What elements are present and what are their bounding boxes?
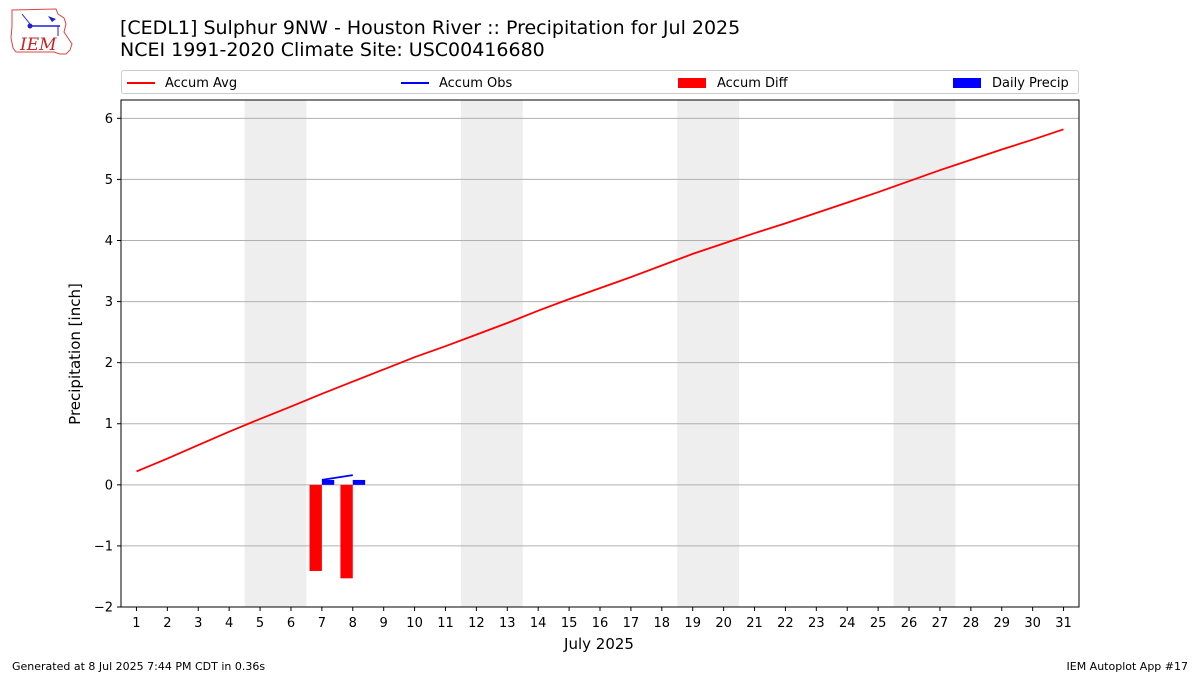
x-tick-label-4: 4 [225, 616, 233, 631]
x-tick-label-5: 5 [256, 616, 264, 631]
daily-precip-bar-8 [352, 479, 366, 485]
daily-precip-bar-7 [321, 479, 335, 485]
y-tick-label-2: 2 [105, 356, 113, 371]
y-axis: −2 −1 0 1 2 3 4 5 6 [94, 112, 121, 616]
legend-accum-diff-swatch [678, 78, 706, 88]
title-line-2: NCEI 1991-2020 Climate Site: USC00416680 [120, 39, 545, 61]
weekend-band-3 [893, 100, 956, 607]
accum-diff-bar-8 [340, 484, 353, 579]
weekend-bands [244, 100, 956, 607]
legend-accum-diff: Accum Diff [678, 74, 788, 92]
accum-avg-line [136, 128, 1064, 473]
logo-text: IEM [19, 35, 57, 55]
legend-accum-obs-swatch [401, 82, 429, 84]
legend-daily-precip: Daily Precip [953, 74, 1069, 92]
x-tick-label-21: 21 [746, 616, 763, 631]
x-tick-label-6: 6 [287, 616, 295, 631]
legend-accum-avg-label: Accum Avg [165, 75, 238, 91]
legend-daily-precip-label: Daily Precip [992, 75, 1069, 91]
x-tick-label-26: 26 [901, 616, 918, 631]
legend-daily-precip-swatch [953, 78, 981, 88]
weekend-band-1 [460, 100, 523, 607]
x-tick-label-1: 1 [132, 616, 140, 631]
x-tick-label-20: 20 [715, 616, 732, 631]
x-tick-label-2: 2 [163, 616, 171, 631]
series-lines [136, 128, 1064, 481]
x-tick-label-27: 27 [932, 616, 949, 631]
legend-accum-obs-label: Accum Obs [439, 75, 513, 91]
legend-accum-obs: Accum Obs [401, 74, 512, 92]
legend-accum-diff-label: Accum Diff [717, 75, 788, 91]
x-tick-label-29: 29 [993, 616, 1010, 631]
footer-app: IEM Autoplot App #17 [1066, 660, 1189, 673]
x-tick-label-28: 28 [963, 616, 980, 631]
x-tick-label-19: 19 [684, 616, 701, 631]
y-axis-label: Precipitation [inch] [66, 283, 84, 425]
weekend-band-2 [677, 100, 740, 607]
weekend-band-0 [244, 100, 307, 607]
x-tick-label-15: 15 [561, 616, 578, 631]
x-axis: 1 2 3 4 5 6 7 8 9 10 11 12 13 14 15 16 17 18 19 20 21 22 23 24 2… [132, 607, 1072, 631]
x-tick-label-25: 25 [870, 616, 887, 631]
y-tick-label-1: 1 [105, 417, 113, 432]
x-tick-label-11: 11 [437, 616, 454, 631]
x-tick-label-14: 14 [530, 616, 547, 631]
x-tick-label-12: 12 [468, 616, 485, 631]
x-tick-label-13: 13 [499, 616, 516, 631]
x-tick-label-23: 23 [808, 616, 825, 631]
accum-obs-line [321, 474, 353, 481]
x-tick-label-30: 30 [1024, 616, 1041, 631]
bars [309, 479, 366, 579]
x-tick-label-9: 9 [380, 616, 388, 631]
title-line-1: [CEDL1] Sulphur 9NW - Houston River :: P… [120, 17, 741, 39]
chart-title: [CEDL1] Sulphur 9NW - Houston River :: P… [120, 17, 740, 61]
y-tick-label--1: −1 [94, 539, 113, 554]
x-tick-label-18: 18 [654, 616, 671, 631]
x-tick-label-31: 31 [1055, 616, 1072, 631]
legend-accum-avg: Accum Avg [127, 74, 237, 92]
x-tick-label-24: 24 [839, 616, 856, 631]
x-tick-label-22: 22 [777, 616, 794, 631]
x-tick-label-3: 3 [194, 616, 202, 631]
y-tick-label-5: 5 [105, 173, 113, 188]
legend-accum-avg-swatch [127, 82, 155, 84]
x-tick-label-10: 10 [406, 616, 423, 631]
legend: Accum Avg Accum Obs Accum Diff Daily Pre… [121, 70, 1079, 94]
accum-diff-bar-7 [309, 484, 322, 571]
y-tick-label-6: 6 [105, 112, 113, 127]
y-tick-label-3: 3 [105, 295, 113, 310]
y-tick-label--2: −2 [94, 601, 113, 616]
footer-generated: Generated at 8 Jul 2025 7:44 PM CDT in 0… [12, 660, 266, 673]
iem-logo: IEM [10, 8, 73, 55]
y-tick-label-0: 0 [105, 478, 113, 493]
x-tick-label-17: 17 [623, 616, 640, 631]
x-tick-label-8: 8 [349, 616, 357, 631]
x-axis-label: July 2025 [563, 635, 634, 653]
x-tick-label-7: 7 [318, 616, 326, 631]
x-tick-label-16: 16 [592, 616, 609, 631]
y-tick-label-4: 4 [105, 234, 113, 249]
